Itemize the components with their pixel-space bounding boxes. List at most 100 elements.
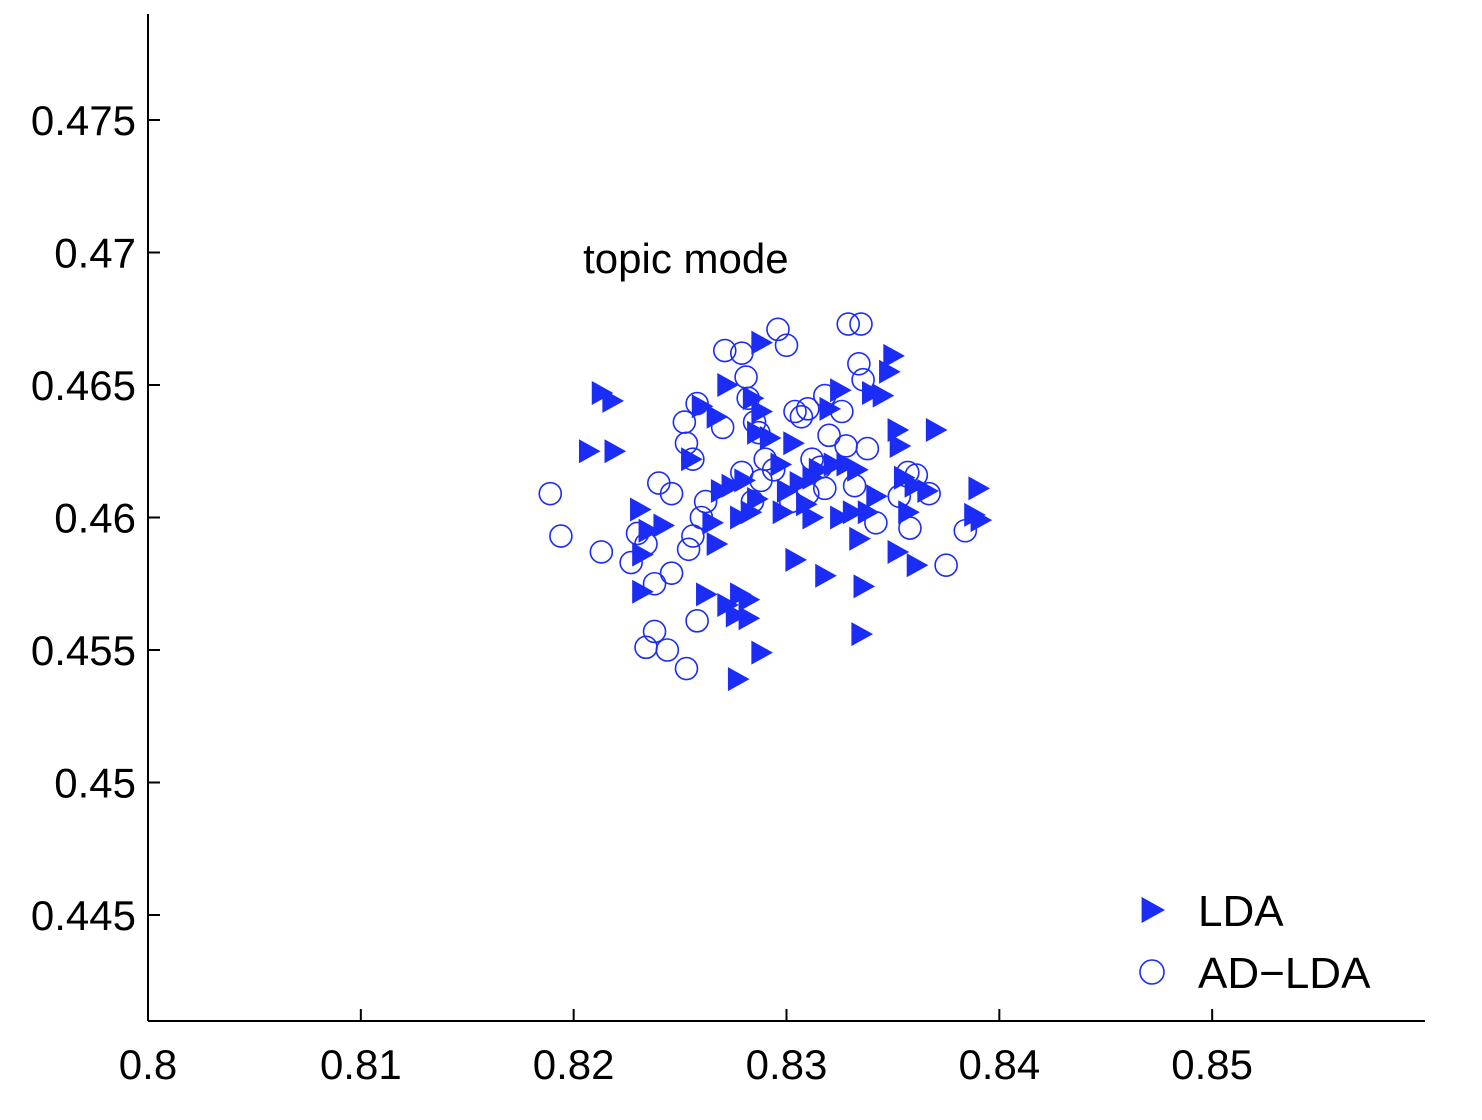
lda-point: [653, 513, 676, 538]
lda-point: [632, 579, 654, 604]
lda-point: [578, 439, 601, 464]
ad-lda-point: [783, 399, 807, 424]
ad-lda-point: [619, 550, 643, 575]
ad-lda-point: [795, 481, 820, 506]
ad-lda-point: [642, 571, 667, 596]
ad-lda-point: [736, 386, 760, 411]
ad-lda-point: [674, 431, 699, 456]
ad-lda-point: [887, 484, 912, 509]
lda-point: [706, 532, 729, 556]
ad-lda-point: [778, 489, 803, 514]
ad-lda-point: [681, 447, 705, 472]
ad-lda-point: [795, 397, 820, 421]
ad-lda-point: [855, 436, 880, 461]
ad-lda-point: [672, 410, 697, 434]
lda-point: [851, 622, 873, 647]
annotation-topic-mode: topic mode: [583, 235, 788, 282]
ad-lda-point: [774, 333, 799, 358]
lda-point: [802, 505, 825, 530]
lda-point: [815, 563, 837, 588]
x-tick-label: 0.84: [958, 1041, 1040, 1088]
lda-point: [823, 452, 846, 477]
lda-point: [785, 547, 808, 572]
legend: LDA AD−LDA: [1139, 887, 1371, 998]
lda-point: [770, 452, 793, 477]
ad-lda-point: [589, 540, 614, 564]
y-tick-label: 0.455: [31, 627, 136, 674]
ad-lda-point: [685, 609, 709, 633]
x-axis-ticks: 0.8 0.81 0.82 0.83 0.84 0.85: [119, 1009, 1253, 1088]
lda-point: [772, 500, 795, 525]
lda-point: [883, 343, 905, 368]
ad-lda-point: [740, 489, 765, 514]
ad-lda-point: [659, 561, 684, 585]
ad-lda-point: [655, 638, 680, 662]
lda-point: [717, 373, 739, 397]
lda-point: [866, 484, 888, 509]
lda-point: [742, 386, 765, 411]
y-tick-label: 0.475: [31, 97, 136, 144]
ad-lda-point: [761, 457, 786, 482]
ad-lda-point: [747, 420, 771, 445]
lda-point: [853, 574, 876, 599]
lda-point: [847, 457, 869, 482]
ad-lda-point: [734, 365, 758, 389]
ad-lda-point: [634, 532, 658, 556]
lda-point: [759, 426, 782, 450]
lda-point: [819, 396, 842, 421]
lda-point: [751, 640, 773, 665]
lda-point: [830, 505, 852, 530]
lda-point: [830, 378, 852, 403]
ad-lda-point: [851, 367, 875, 392]
ad-lda-point: [813, 476, 837, 501]
lda-point: [789, 471, 812, 496]
y-tick-label: 0.445: [31, 892, 136, 939]
ad-lda-point: [817, 423, 841, 448]
lda-point: [721, 473, 744, 498]
ad-lda-point: [896, 460, 920, 485]
y-tick-label: 0.465: [31, 362, 136, 409]
lda-point: [887, 539, 910, 564]
x-tick-label: 0.82: [533, 1041, 615, 1088]
legend-marker-lda: [1141, 897, 1165, 923]
ad-lda-point: [676, 537, 701, 562]
lda-point: [691, 394, 714, 419]
ad-lda-point: [742, 410, 767, 434]
ad-lda-point: [689, 505, 714, 530]
lda-point: [751, 330, 773, 355]
lda-point: [783, 431, 805, 456]
lda-point: [849, 526, 871, 551]
ad-lda-point: [834, 434, 858, 458]
ad-lda-point: [693, 489, 718, 514]
ad-lda-point: [849, 312, 873, 336]
plot-points: [538, 312, 993, 692]
ad-lda-point: [642, 619, 667, 644]
ad-lda-point: [674, 656, 699, 681]
lda-point: [725, 603, 748, 628]
ad-lda-point: [730, 341, 754, 366]
lda-point: [970, 508, 993, 533]
lda-point: [747, 486, 769, 511]
lda-point: [842, 500, 865, 525]
lda-point: [604, 439, 627, 464]
ad-lda-point: [847, 351, 871, 376]
x-tick-label: 0.85: [1171, 1041, 1253, 1088]
ad-lda-point: [917, 481, 941, 506]
lda-point: [889, 433, 912, 458]
x-tick-label: 0.83: [746, 1041, 828, 1088]
ad-lda-point: [864, 510, 888, 535]
lda-point: [925, 418, 948, 443]
lda-point: [702, 510, 725, 535]
lda-point: [738, 587, 761, 612]
lda-point: [630, 497, 652, 522]
ad-lda-point: [898, 516, 922, 540]
ad-lda-point: [813, 383, 837, 408]
ad-lda-point: [710, 415, 735, 440]
lda-point: [734, 468, 756, 493]
ad-lda-point: [634, 635, 658, 660]
ad-lda-point: [766, 317, 790, 342]
ad-lda-point: [953, 518, 978, 543]
legend-label: AD−LDA: [1198, 949, 1371, 998]
axes: 0.8 0.81 0.82 0.83 0.84 0.85 0.4450.450.4550.…: [31, 14, 1425, 1088]
